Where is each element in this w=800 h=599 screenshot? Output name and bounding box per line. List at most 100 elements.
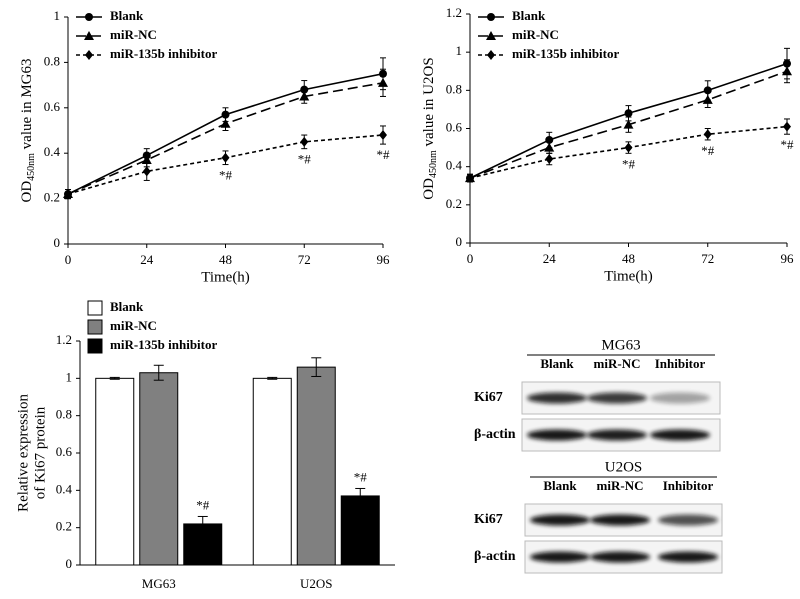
legend-swatch (87, 300, 103, 316)
x-tick-label: 0 (467, 251, 474, 266)
legend-label: Blank (110, 8, 144, 23)
marker (466, 173, 474, 184)
bar (296, 366, 336, 566)
legend-label: Blank (512, 8, 546, 23)
x-axis-label: Time(h) (604, 268, 653, 284)
x-tick-label: 96 (781, 251, 795, 266)
marker (702, 94, 713, 104)
y-tick-label: 0.2 (56, 519, 72, 534)
marker (624, 142, 633, 153)
marker (783, 121, 791, 132)
legend-swatch (87, 319, 103, 335)
lane-label: Inhibitor (663, 478, 714, 493)
y-tick-label: 0.6 (56, 444, 73, 459)
y-tick-label: 0.8 (44, 53, 60, 68)
blot-band (587, 392, 647, 404)
y-axis-label: of Ki67 protein (32, 406, 48, 499)
marker (64, 189, 72, 200)
marker (379, 130, 387, 141)
bar (95, 377, 135, 566)
blot-band (527, 392, 587, 404)
row-label: β-actin (474, 549, 516, 564)
legend-marker (487, 50, 495, 60)
x-tick-label: 24 (140, 252, 154, 267)
blot-band (530, 551, 590, 563)
lane-label: Blank (540, 356, 574, 371)
lane-label: miR-NC (594, 356, 641, 371)
marker (220, 118, 231, 128)
blot-band (650, 392, 710, 404)
y-axis-label-part: OD (19, 181, 35, 203)
marker (300, 136, 309, 147)
lane-label: Blank (543, 478, 577, 493)
y-tick-label: 0.2 (446, 196, 462, 211)
significance-label: *# (354, 469, 368, 484)
blot-band (527, 429, 587, 441)
y-axis-label-part: 450nm (26, 153, 37, 181)
blot-band (658, 514, 718, 526)
blot-band (590, 551, 650, 563)
marker (782, 66, 792, 76)
significance-label: *# (781, 137, 795, 152)
y-tick-label: 1.2 (56, 332, 72, 347)
legend-label: miR-135b inhibitor (110, 46, 217, 61)
significance-label: *# (298, 152, 312, 167)
row-label: Ki67 (474, 512, 503, 527)
x-axis-label: Time(h) (201, 269, 250, 285)
marker (623, 119, 634, 129)
x-tick-label: 72 (701, 251, 714, 266)
y-tick-label: 1 (456, 43, 463, 58)
legend-swatch (87, 338, 103, 354)
x-tick-label: 72 (298, 252, 311, 267)
significance-label: *# (377, 147, 391, 162)
y-tick-label: 0 (54, 235, 61, 250)
legend-marker (85, 50, 93, 60)
y-tick-label: 0.4 (44, 144, 61, 159)
y-tick-label: 0.6 (446, 119, 463, 134)
row-label: Ki67 (474, 390, 503, 405)
y-tick-label: 0 (456, 234, 463, 249)
bar (139, 372, 179, 566)
x-tick-label: 24 (543, 251, 557, 266)
legend-marker (85, 13, 93, 21)
blot-band (658, 551, 718, 563)
marker (142, 166, 151, 177)
y-tick-label: 0.2 (44, 190, 60, 205)
legend-label: miR-135b inhibitor (512, 46, 619, 61)
legend-marker (486, 31, 496, 40)
legend-label: miR-NC (110, 318, 157, 333)
lane-label: Inhibitor (655, 356, 706, 371)
blot-title: U2OS (605, 459, 643, 475)
blot-band (530, 514, 590, 526)
y-tick-label: 0.8 (56, 407, 72, 422)
bar (340, 495, 380, 566)
x-tick-label: 96 (377, 252, 391, 267)
marker (624, 109, 633, 118)
lane-label: miR-NC (597, 478, 644, 493)
significance-label: *# (219, 168, 233, 183)
marker (221, 152, 230, 163)
y-tick-label: 1 (66, 369, 73, 384)
blot-band (590, 514, 650, 526)
y-tick-label: 1 (54, 8, 61, 23)
y-axis-label: Relative expression (15, 394, 31, 512)
x-tick-label: U2OS (300, 576, 333, 591)
x-tick-label: 48 (622, 251, 635, 266)
y-tick-label: 0 (66, 556, 73, 571)
significance-label: *# (196, 497, 210, 512)
significance-label: *# (701, 143, 715, 158)
marker (545, 154, 554, 165)
x-tick-label: 0 (65, 252, 72, 267)
y-tick-label: 0.4 (446, 158, 463, 173)
legend-marker (84, 31, 94, 40)
marker (378, 77, 388, 87)
y-tick-label: 1.2 (446, 5, 462, 20)
bar (252, 377, 292, 566)
legend-label: Blank (110, 299, 144, 314)
significance-label: *# (622, 156, 636, 171)
marker (141, 155, 152, 165)
row-label: β-actin (474, 427, 516, 442)
blot-band (650, 429, 710, 441)
y-axis-label-part: value in U2OS (421, 57, 437, 150)
